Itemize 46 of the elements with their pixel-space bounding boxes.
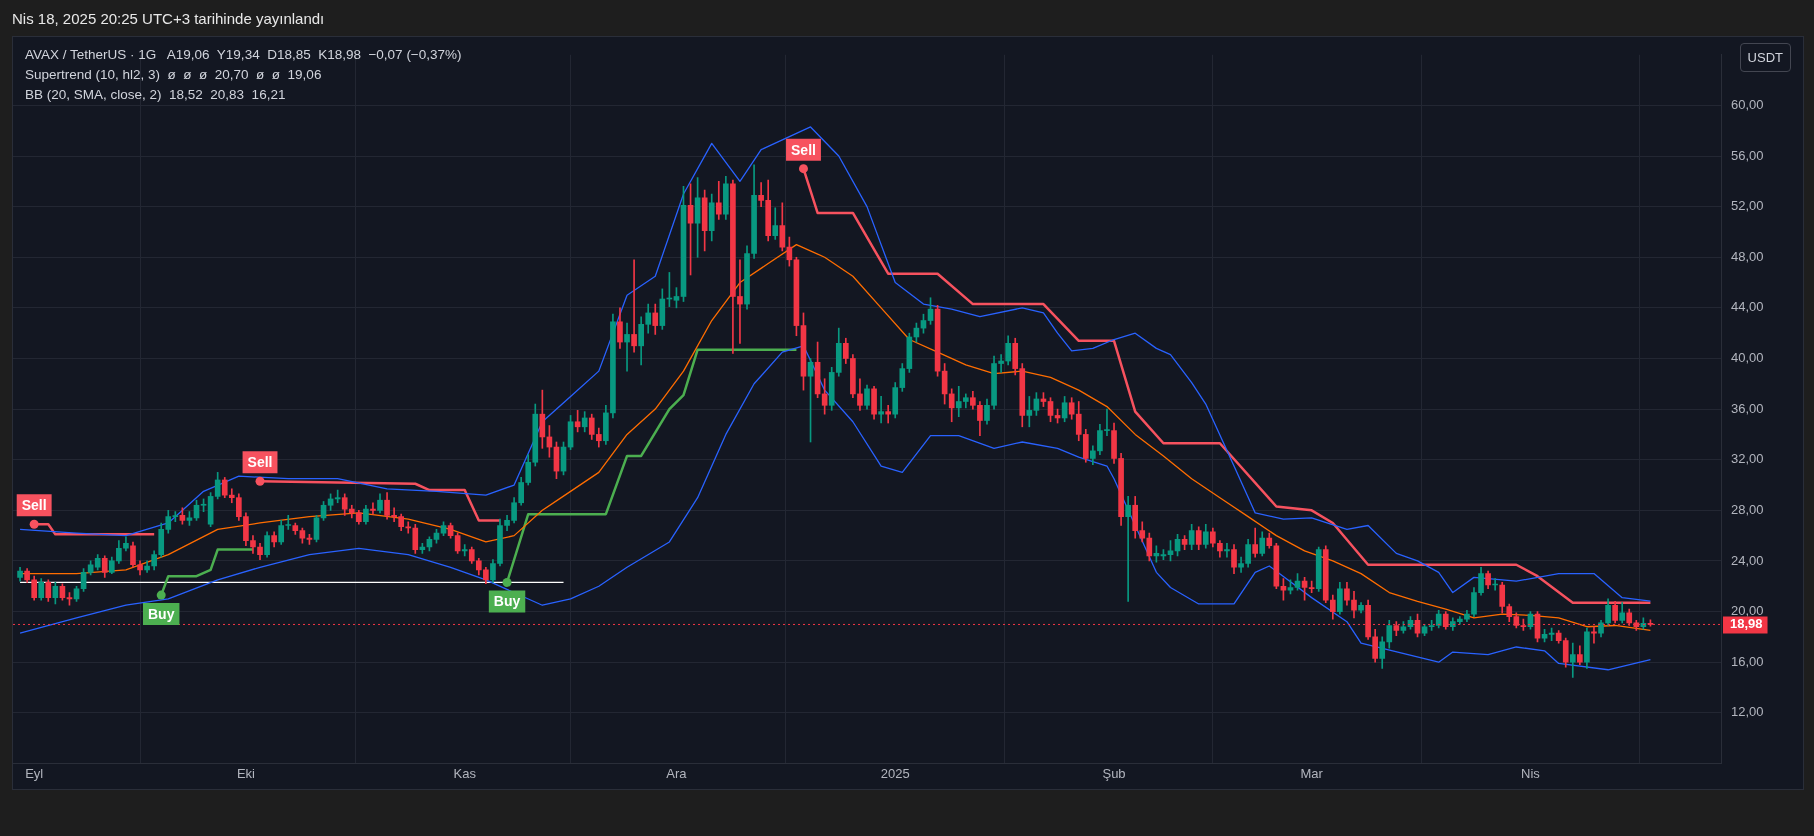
candlestick (624, 322, 630, 372)
y-tick-label: 36,00 (1731, 400, 1764, 416)
y-tick-label: 56,00 (1731, 147, 1764, 163)
ref-line-label: 18,98 (1730, 616, 1763, 632)
annotation: Buy (147, 605, 175, 622)
x-tick-label: Eki (236, 765, 256, 781)
annotation: AVAX / TetherUS · 1G A19,06 Y19,34 D18,85 K18,98 −0,07 (−0,37%) (25, 47, 462, 62)
candlestick (1569, 642, 1576, 678)
point (255, 476, 265, 486)
annotation: Sell (791, 141, 816, 158)
x-tick-label: Şub (1102, 765, 1126, 781)
y-tick-label: 32,00 (1731, 451, 1764, 467)
candlestick (631, 259, 637, 353)
text: USDT (1739, 43, 1791, 72)
y-tick-label: 40,00 (1731, 350, 1764, 366)
candlestick (885, 404, 891, 424)
annotation: Supertrend (10, hl2, 3) ø ø ø 20,70 ø ø 19,06 (25, 67, 322, 82)
annotation: BB (20, SMA, close, 2) 18,52 20,83 16,21 (25, 87, 286, 102)
x-tick-label: Nis (1521, 765, 1541, 781)
annotation: Buy (493, 593, 521, 610)
y-tick-label: 20,00 (1731, 603, 1764, 619)
y-tick-label: 48,00 (1731, 248, 1764, 264)
x-tick-label: Eyl (25, 765, 44, 781)
y-tick-label: 16,00 (1731, 653, 1764, 669)
candlestick (878, 396, 884, 424)
chart-title: Nis 18, 2025 20:25 UTC+3 tarihinde yayınlandı (12, 10, 325, 27)
x-tick-label: Kas (453, 765, 477, 781)
point (502, 577, 512, 587)
candlestick (461, 544, 468, 557)
candlestick (1125, 496, 1131, 602)
x-tick-label: 2025 (880, 765, 910, 781)
candlestick (1224, 542, 1230, 558)
point (798, 164, 808, 174)
y-tick-label: 28,00 (1731, 501, 1764, 517)
y-tick-label: 24,00 (1731, 552, 1764, 568)
y-tick-label: 52,00 (1731, 198, 1764, 214)
x-tick-label: Mar (1300, 765, 1324, 781)
candlestick (370, 502, 376, 515)
annotation: Sell (21, 497, 47, 514)
x-tick-label: Ara (666, 765, 688, 781)
point (156, 590, 166, 600)
point (29, 519, 39, 529)
y-tick-label: 12,00 (1731, 704, 1764, 720)
y-tick-label: 44,00 (1731, 299, 1764, 315)
y-tick-label: 60,00 (1731, 96, 1764, 112)
annotation: Sell (247, 454, 273, 471)
